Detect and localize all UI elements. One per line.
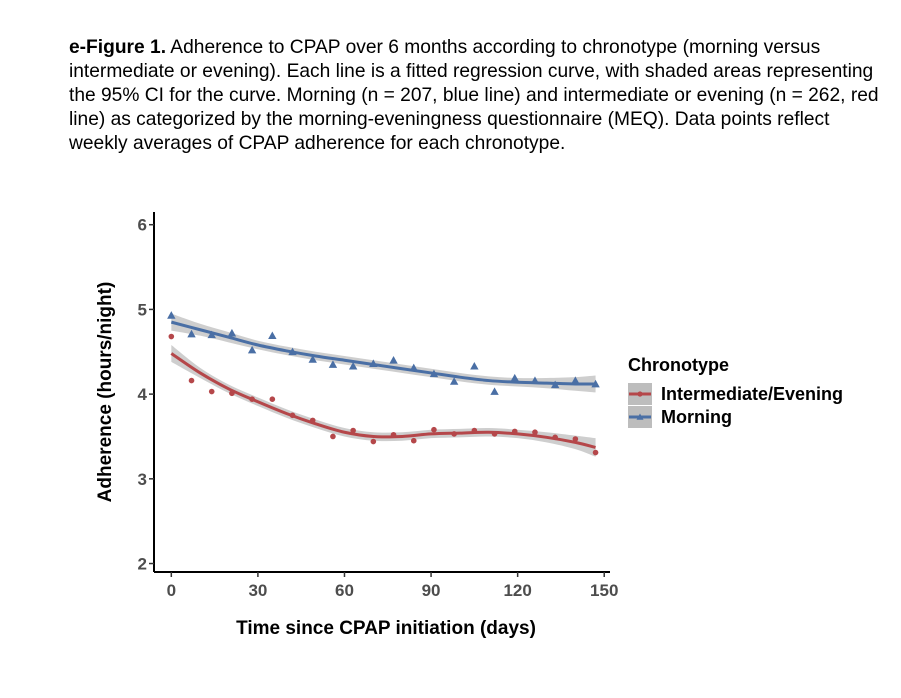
data-point-morning [510, 373, 519, 382]
legend-marker-morning [636, 413, 644, 420]
data-point-intermediate-evening [471, 427, 478, 434]
y-axis-title: Adherence (hours/night) [95, 282, 116, 503]
data-point-morning [571, 376, 580, 384]
data-point-morning [207, 330, 216, 339]
fit-line-intermediate-evening [170, 352, 596, 449]
data-point-intermediate-evening [552, 434, 558, 441]
data-point-intermediate-evening [289, 412, 296, 419]
data-point-morning [187, 329, 196, 338]
data-point-intermediate-evening [511, 428, 518, 435]
data-point-morning [167, 311, 176, 319]
caption-label: e-Figure 1. [69, 37, 167, 58]
data-point-intermediate-evening [309, 417, 316, 424]
data-point-intermediate-evening [451, 431, 457, 437]
ci-band-morning [171, 313, 596, 393]
data-point-intermediate-evening [370, 438, 377, 445]
data-point-morning [247, 345, 257, 354]
x-tick-label: 150 [590, 581, 618, 600]
data-point-intermediate-evening [572, 436, 579, 442]
y-tick-label: 5 [138, 300, 147, 319]
data-point-morning [268, 331, 277, 340]
data-point-intermediate-evening [592, 449, 599, 456]
data-point-morning [429, 369, 439, 378]
x-tick-label: 60 [335, 581, 354, 600]
data-point-intermediate-evening [208, 388, 215, 395]
legend-marker-intermediate-evening [637, 391, 643, 397]
data-point-morning [591, 379, 600, 388]
data-point-intermediate-evening [491, 431, 498, 437]
data-point-intermediate-evening [249, 396, 255, 403]
data-point-morning [449, 377, 459, 385]
x-tick-label: 120 [503, 581, 531, 600]
data-point-intermediate-evening [188, 377, 195, 384]
data-point-morning [530, 376, 540, 384]
legend-label-intermediate-evening: Intermediate/Evening [661, 384, 843, 404]
data-point-morning [389, 356, 398, 364]
y-tick-label: 2 [138, 555, 147, 574]
caption-text: Adherence to CPAP over 6 months accordin… [69, 37, 879, 154]
data-point-morning [369, 359, 378, 367]
y-tick-label: 3 [138, 470, 147, 489]
data-point-morning [490, 387, 499, 395]
data-point-intermediate-evening [350, 427, 356, 434]
data-point-intermediate-evening [390, 431, 397, 438]
x-tick-label: 30 [248, 581, 267, 600]
data-point-intermediate-evening [229, 390, 235, 397]
x-tick-label: 0 [167, 581, 176, 600]
data-point-morning [409, 363, 418, 372]
x-axis-title: Time since CPAP initiation (days) [236, 618, 536, 639]
data-point-intermediate-evening [168, 333, 175, 340]
data-point-morning [227, 328, 237, 337]
data-point-intermediate-evening [269, 396, 276, 403]
data-point-intermediate-evening [330, 433, 336, 440]
figure-caption: e-Figure 1. Adherence to CPAP over 6 mon… [69, 36, 879, 156]
y-tick-label: 6 [138, 216, 147, 235]
data-point-morning [550, 380, 560, 389]
data-point-morning [288, 347, 297, 356]
legend-title: Chronotype [628, 355, 729, 375]
data-point-morning [328, 360, 338, 368]
y-tick-label: 4 [138, 385, 148, 404]
data-point-morning [308, 355, 317, 363]
data-point-morning [348, 361, 358, 370]
data-point-intermediate-evening [532, 429, 538, 436]
fit-line-morning [170, 320, 596, 386]
data-point-intermediate-evening [431, 426, 437, 433]
ci-band-intermediate-evening [171, 344, 596, 457]
data-point-morning [470, 361, 479, 370]
x-tick-label: 90 [422, 581, 441, 600]
data-point-intermediate-evening [410, 437, 417, 444]
legend-label-morning: Morning [661, 407, 732, 427]
